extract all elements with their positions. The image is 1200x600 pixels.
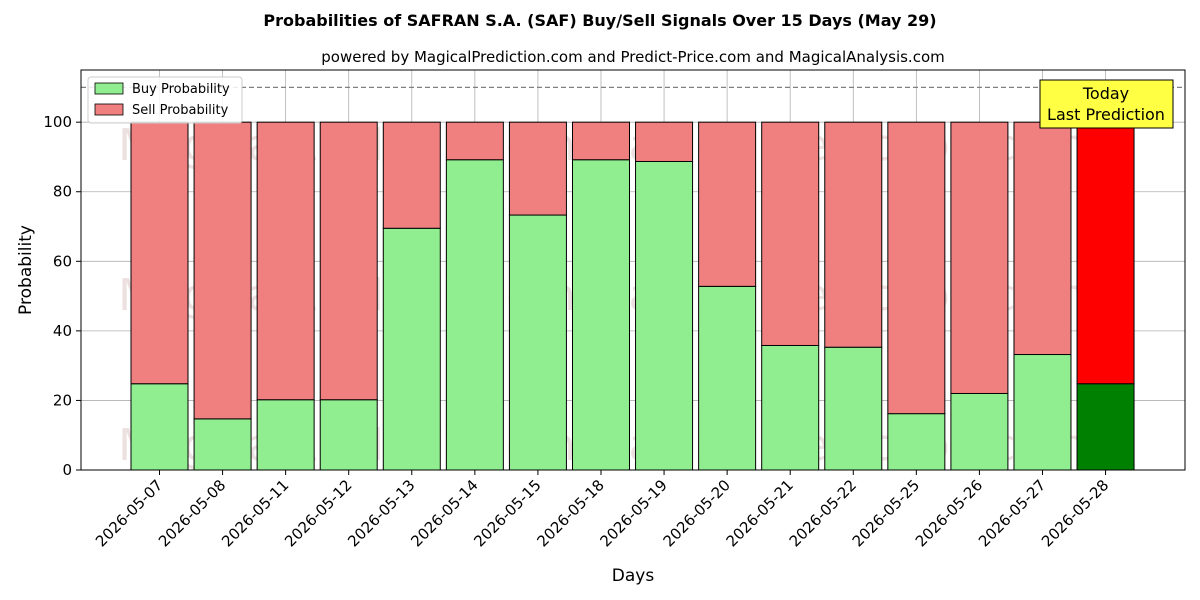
bar-sell <box>508 121 567 216</box>
bar-sell <box>950 121 1009 394</box>
legend: Buy Probability Sell Probability <box>87 76 243 124</box>
bar-sell <box>761 121 820 346</box>
bar-buy <box>761 344 820 471</box>
bar-sell <box>824 121 883 348</box>
bar-sell <box>1076 121 1135 385</box>
bar-buy <box>1076 383 1135 471</box>
bar-buy <box>571 159 630 471</box>
bar-buy <box>950 392 1009 471</box>
chart-subtitle: powered by MagicalPrediction.com and Pre… <box>321 48 945 66</box>
bar-buy <box>698 285 757 471</box>
x-tick-label: 2026-05-13 <box>344 476 418 550</box>
x-tick-label: 2026-05-07 <box>92 476 166 550</box>
legend-swatch-sell <box>94 103 124 116</box>
y-tick-label: 60 <box>53 252 72 270</box>
bar-buy <box>193 418 252 471</box>
x-axis-label: Days <box>612 566 655 586</box>
bar-sell <box>698 121 757 287</box>
x-tick-label: 2026-05-11 <box>218 476 292 550</box>
legend-swatch-buy <box>94 82 124 95</box>
legend-label-sell: Sell Probability <box>132 103 229 118</box>
bar-sell <box>382 121 441 229</box>
bars-layer <box>130 121 1135 471</box>
x-tick-label: 2026-05-25 <box>849 476 923 550</box>
x-tick-label: 2026-05-21 <box>723 476 797 550</box>
y-tick-label: 100 <box>43 113 72 131</box>
y-tick-label: 80 <box>53 183 72 201</box>
y-tick-label: 20 <box>53 391 72 409</box>
legend-frame <box>87 76 243 124</box>
legend-label-buy: Buy Probability <box>132 82 230 97</box>
x-tick-label: 2026-05-14 <box>407 476 481 550</box>
bar-buy <box>1013 354 1072 471</box>
bar-sell <box>256 121 315 401</box>
bar-sell <box>1013 121 1072 356</box>
y-axis-label: Probability <box>16 225 36 315</box>
annotation-line2: Last Prediction <box>1047 105 1165 124</box>
x-tick-label: 2026-05-15 <box>470 476 544 550</box>
bar-buy <box>445 159 504 471</box>
x-tick-label: 2026-05-18 <box>533 476 607 550</box>
bar-buy <box>319 399 378 471</box>
x-tick-label: 2026-05-27 <box>975 476 1049 550</box>
x-tick-label: 2026-05-08 <box>155 476 229 550</box>
plot-frame <box>80 69 1186 471</box>
bar-sell <box>193 121 252 420</box>
bar-buy <box>508 214 567 471</box>
bar-buy <box>887 413 946 471</box>
x-tick-label: 2026-05-28 <box>1038 476 1112 550</box>
x-tick-label: 2026-05-20 <box>660 476 734 550</box>
today-annotation: Today Last Prediction <box>1039 79 1174 129</box>
bar-sell <box>130 121 189 385</box>
bar-sell <box>635 121 694 162</box>
annotation-line1: Today <box>1082 84 1129 103</box>
x-tick-label: 2026-05-12 <box>281 476 355 550</box>
bar-buy <box>635 160 694 471</box>
x-tick-label: 2026-05-26 <box>912 476 986 550</box>
annotation-box <box>1039 79 1174 129</box>
bar-sell <box>445 121 504 161</box>
chart-title: Probabilities of SAFRAN S.A. (SAF) Buy/S… <box>263 11 936 30</box>
x-tick-label: 2026-05-22 <box>786 476 860 550</box>
y-tick-label: 40 <box>53 322 72 340</box>
bar-sell <box>887 121 946 415</box>
bar-sell <box>571 121 630 161</box>
bar-buy <box>256 399 315 471</box>
bar-buy <box>130 383 189 471</box>
x-tick-label: 2026-05-19 <box>597 476 671 550</box>
y-tick-label: 0 <box>62 461 72 479</box>
bar-buy <box>824 346 883 471</box>
bar-buy <box>382 227 441 471</box>
bar-sell <box>319 121 378 401</box>
